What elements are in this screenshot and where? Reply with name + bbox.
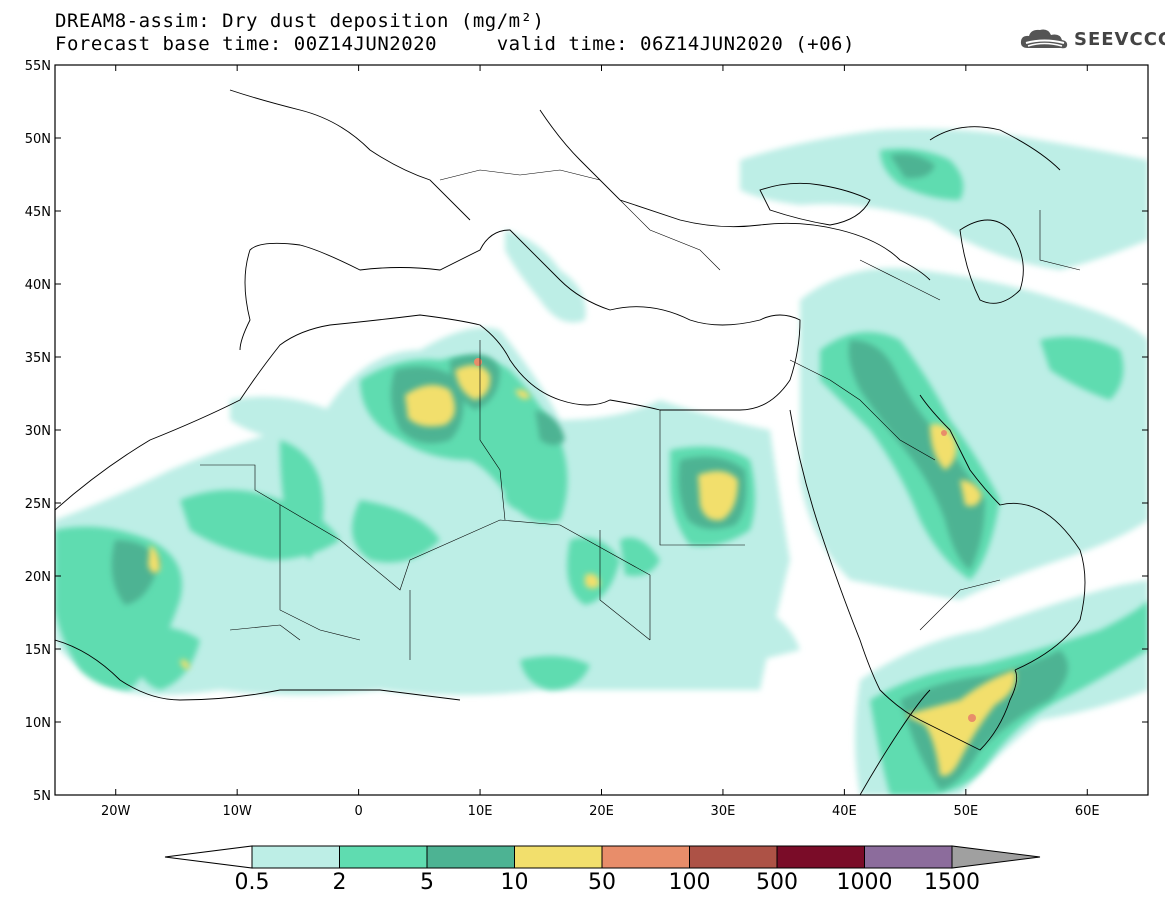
lat-tick-label: 15N xyxy=(25,643,51,658)
colorbar-swatch xyxy=(776,845,865,869)
dust-deposition-layer xyxy=(55,65,1148,795)
lon-tick-label: 10W xyxy=(222,804,252,819)
lat-tick-label: 5N xyxy=(33,789,51,804)
lat-tick-label: 10N xyxy=(25,716,51,731)
colorbar-upper-arrow xyxy=(951,845,1041,869)
cloud-icon xyxy=(1020,29,1068,49)
lon-tick-label: 10E xyxy=(468,804,493,819)
colorbar-lower-arrow xyxy=(164,845,253,869)
colorbar xyxy=(164,845,1041,869)
lat-tick-label: 25N xyxy=(25,497,51,512)
coastlines xyxy=(55,89,1086,795)
lat-tick-label: 20N xyxy=(25,570,51,585)
colorbar-swatch xyxy=(339,845,428,869)
colorbar-label: 1500 xyxy=(924,870,980,895)
forecast-time-subtitle: Forecast base time: 00Z14JUN2020 valid t… xyxy=(55,33,855,55)
latitude-axis: 55N 50N 45N 40N 35N 30N 25N 20N 15N 10N 5N xyxy=(25,59,1148,804)
map-title: DREAM8-assim: Dry dust deposition (mg/m²… xyxy=(55,10,545,32)
lon-tick-label: 20W xyxy=(101,804,131,819)
lon-tick-label: 0 xyxy=(354,804,362,819)
lat-tick-label: 50N xyxy=(25,132,51,147)
lon-tick-label: 50E xyxy=(953,804,978,819)
colorbar-label: 0.5 xyxy=(234,870,270,895)
colorbar-label: 10 xyxy=(500,870,529,895)
lat-tick-label: 55N xyxy=(25,59,51,74)
colorbar-label: 1000 xyxy=(836,870,893,895)
colorbar-label: 500 xyxy=(756,870,798,895)
colorbar-swatch xyxy=(864,845,953,869)
colorbar-label: 5 xyxy=(420,870,434,895)
colorbar-swatch xyxy=(251,845,340,869)
colorbar-swatch xyxy=(426,845,515,869)
colorbar-label: 50 xyxy=(588,870,616,895)
lon-tick-label: 30E xyxy=(711,804,736,819)
colorbar-swatch xyxy=(601,845,690,869)
lat-tick-label: 40N xyxy=(25,278,51,293)
colorbar-swatch xyxy=(689,845,778,869)
lat-tick-label: 45N xyxy=(25,205,51,220)
colorbar-label: 2 xyxy=(332,870,347,895)
lat-tick-label: 30N xyxy=(25,424,51,439)
lon-tick-label: 60E xyxy=(1075,804,1100,819)
colorbar-label: 100 xyxy=(668,870,711,895)
country-borders xyxy=(200,169,1081,660)
dust-level-10 xyxy=(148,365,1016,776)
lon-tick-label: 20E xyxy=(589,804,614,819)
longitude-axis: 20W 10W 0 10E 20E 30E 40E 50E 60E xyxy=(101,65,1100,819)
seevccc-logo: SEEVCCC xyxy=(1018,26,1165,52)
colorbar-swatch xyxy=(514,845,603,869)
lon-tick-label: 40E xyxy=(832,804,857,819)
lat-tick-label: 35N xyxy=(25,351,51,366)
logo-text: SEEVCCC xyxy=(1074,28,1165,50)
